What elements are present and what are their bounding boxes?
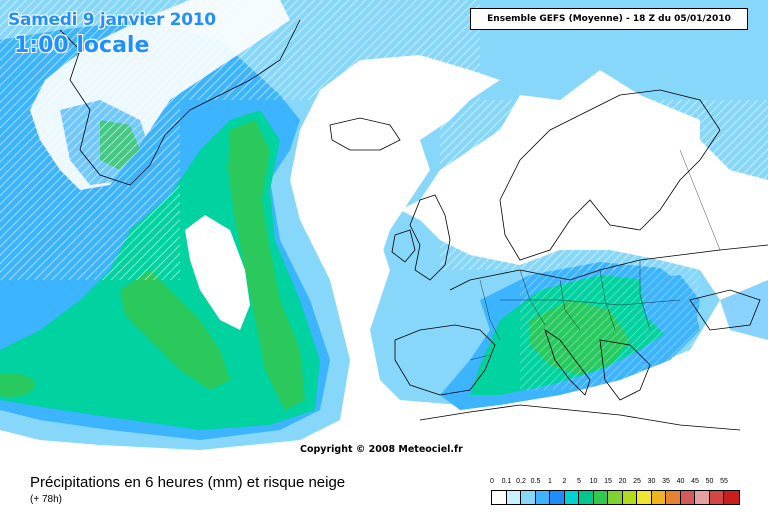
- legend-swatch: [492, 491, 507, 504]
- precip-area-heavy-west: [0, 373, 35, 397]
- legend-swatch: [709, 491, 724, 504]
- legend-label: 40: [676, 478, 685, 485]
- legend-swatch: [724, 491, 739, 504]
- legend-label: 50: [705, 478, 714, 485]
- legend-label: 45: [691, 478, 699, 485]
- coastlines: [59, 19, 768, 431]
- legend-label: 0.5: [530, 478, 541, 485]
- forecast-offset: (+ 78h): [30, 494, 62, 505]
- forecast-time: 1:00 locale: [14, 33, 150, 58]
- precip-area-heavy: [120, 270, 230, 390]
- dry-zone-north-atlantic: [300, 120, 430, 300]
- precipitation-map: Samedi 9 janvier 2010 1:00 locale Ensemb…: [0, 0, 768, 455]
- snow-risk-greenland: [0, 100, 180, 280]
- forecast-date: Samedi 9 janvier 2010: [8, 10, 217, 31]
- legend-label: 1: [548, 478, 552, 485]
- precip-legend: 0 0.1 0.2 0.5 1 2 5 10 15 20 25 30 35 40 45 50 55: [490, 478, 751, 508]
- legend-label: 20: [618, 478, 627, 485]
- precip-area-black-sea: [720, 280, 768, 340]
- legend-swatch: [695, 491, 710, 504]
- legend-swatch: [637, 491, 652, 504]
- legend-swatch: [506, 491, 521, 504]
- snow-risk-alps: [520, 270, 700, 390]
- legend-swatch: [593, 491, 608, 504]
- copyright-text: Copyright © 2008 Meteociel.fr: [300, 444, 463, 455]
- legend-swatch: [666, 491, 681, 504]
- legend-label: 2: [562, 478, 567, 485]
- map-title: Précipitations en 6 heures (mm) et risqu…: [30, 474, 346, 491]
- legend-label: 30: [647, 478, 656, 485]
- legend-label: 0.2: [516, 478, 526, 485]
- legend-label: 10: [589, 478, 598, 485]
- legend-swatches: [491, 490, 740, 505]
- borders: [469, 149, 721, 361]
- legend-swatch: [651, 491, 666, 504]
- legend-swatch: [579, 491, 594, 504]
- legend-label: 55: [720, 478, 728, 485]
- legend-swatch: [535, 491, 550, 504]
- legend-labels: 0 0.1 0.2 0.5 1 2 5 10 15 20 25 30 35 40 45 50 55: [490, 478, 751, 488]
- precip-area-heavy-2: [228, 120, 305, 410]
- legend-swatch: [521, 491, 536, 504]
- legend-label: 25: [633, 478, 641, 485]
- legend-label: 0.1: [501, 478, 512, 485]
- legend-swatch: [550, 491, 565, 504]
- snow-risk-scandinavia: [440, 100, 768, 270]
- legend-swatch: [680, 491, 695, 504]
- legend-label: 0: [490, 478, 494, 485]
- legend-label: 5: [577, 478, 581, 485]
- model-run-label: Ensemble GEFS (Moyenne) - 18 Z du 05/01/…: [470, 8, 748, 30]
- map-canvas: [0, 0, 768, 450]
- dry-zone-atlantic: [185, 215, 250, 330]
- legend-label: 15: [604, 478, 612, 485]
- legend-swatch: [608, 491, 623, 504]
- legend-swatch: [564, 491, 579, 504]
- legend-swatch: [622, 491, 637, 504]
- legend-label: 35: [662, 478, 670, 485]
